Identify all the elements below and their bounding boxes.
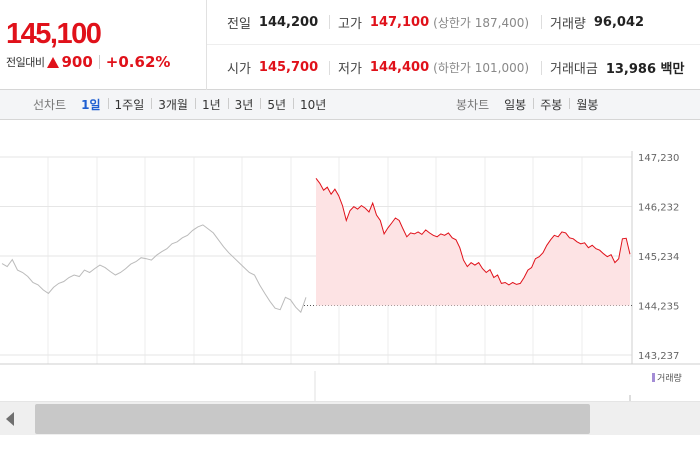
stat-value: 144,200	[258, 14, 319, 30]
price-summary: 145,100 전일대비 900 +0.62%	[0, 0, 207, 90]
stat-value: 144,400	[369, 60, 430, 75]
tab-5y[interactable]: 5년	[260, 96, 293, 113]
tab-monthly[interactable]: 월봉	[569, 96, 605, 113]
tab-3y[interactable]: 3년	[227, 96, 261, 113]
stat-low: 저가 144,400 (하한가 101,000)	[329, 60, 530, 77]
tab-1w[interactable]: 1주일	[107, 96, 152, 113]
divider	[98, 55, 100, 69]
stat-sub: (하한가 101,000)	[433, 61, 530, 75]
y-tick-label: 144,235	[638, 302, 679, 313]
scroll-left-arrow-icon[interactable]	[6, 412, 14, 426]
current-price: 145,100	[6, 18, 102, 50]
stat-label: 거래량	[550, 16, 586, 32]
change-row: 전일대비 900 +0.62%	[6, 53, 170, 71]
today-fill-area	[316, 178, 630, 306]
tab-3m[interactable]: 3개월	[151, 96, 195, 113]
volume-swatch	[652, 373, 655, 382]
stats-grid: 전일 144,200 고가 147,100 (상한가 187,400) 거래량 …	[207, 0, 700, 90]
price-chart[interactable]: 147,230 146,232 145,234 144,235 143,237 거래량	[0, 121, 700, 401]
stat-open: 시가 145,700	[227, 58, 318, 77]
tab-weekly[interactable]: 주봉	[533, 96, 569, 113]
change-rate: +0.62%	[105, 53, 171, 71]
stat-label: 저가	[338, 62, 362, 77]
today-price-line	[315, 177, 631, 286]
stat-value: 145,700	[258, 60, 319, 75]
stat-high: 고가 147,100 (상한가 187,400)	[329, 14, 530, 32]
change-label: 전일대비	[6, 56, 45, 69]
stat-prev-close: 전일 144,200	[227, 13, 318, 32]
stat-value: 13,986 백만	[605, 62, 685, 77]
y-tick-label: 145,234	[638, 252, 679, 263]
stat-volume: 거래량 96,042	[541, 14, 645, 32]
stat-value: 96,042	[593, 14, 645, 30]
stat-label: 시가	[227, 62, 251, 77]
period-tab-bar: 선차트 1일 1주일 3개월 1년 3년 5년 10년 봉차트 일봉 주봉 월봉	[0, 90, 700, 120]
quote-header: 145,100 전일대비 900 +0.62% 전일 144,200 고가 14…	[0, 0, 700, 90]
footer-space	[0, 435, 700, 450]
stat-trade-amount: 거래대금 13,986 백만	[541, 60, 685, 77]
line-chart-tabs: 선차트 1일 1주일 3개월 1년 3년 5년 10년	[33, 96, 333, 113]
tab-1d[interactable]: 1일	[81, 98, 101, 112]
line-chart-label: 선차트	[33, 98, 67, 112]
change-value: 900	[61, 53, 93, 71]
stats-row-2: 시가 145,700 저가 144,400 (하한가 101,000) 거래대금…	[207, 45, 700, 90]
scroll-thumb[interactable]	[35, 404, 590, 434]
candle-chart-tabs: 봉차트 일봉 주봉 월봉	[456, 96, 605, 113]
candle-chart-label: 봉차트	[456, 98, 490, 112]
price-chart-svg: 147,230 146,232 145,234 144,235 143,237	[0, 151, 700, 401]
stat-value: 147,100	[369, 14, 430, 30]
chart-scrollbar[interactable]	[0, 401, 700, 435]
stats-row-1: 전일 144,200 고가 147,100 (상한가 187,400) 거래량 …	[207, 0, 700, 45]
tab-daily[interactable]: 일봉	[504, 98, 527, 112]
y-tick-label: 143,237	[638, 351, 679, 362]
prior-price-line	[1, 224, 307, 314]
stat-sub: (상한가 187,400)	[433, 15, 530, 30]
triangle-up-icon	[47, 56, 60, 68]
stat-label: 고가	[338, 16, 362, 32]
y-tick-label: 147,230	[638, 153, 679, 164]
volume-legend-label: 거래량	[657, 374, 682, 384]
tab-1y[interactable]: 1년	[194, 96, 228, 113]
y-tick-label: 146,232	[638, 202, 679, 213]
stat-label: 거래대금	[550, 62, 598, 77]
tab-10y[interactable]: 10년	[293, 96, 333, 113]
volume-legend: 거래량	[652, 371, 682, 384]
stat-label: 전일	[227, 16, 251, 32]
